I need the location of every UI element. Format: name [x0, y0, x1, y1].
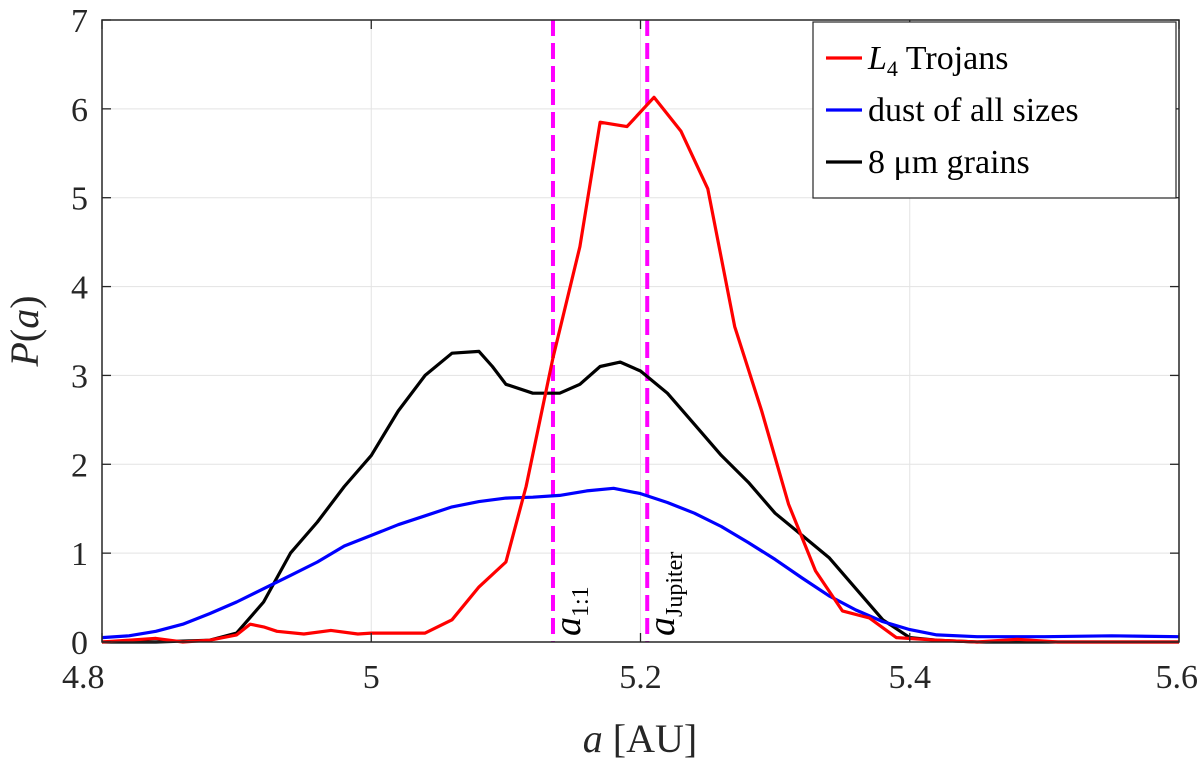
y-axis-label: P(a): [2, 295, 47, 367]
x-tick-label: 5.6: [1156, 659, 1199, 696]
series-line: [101, 486, 1180, 640]
svg-text:P(a): P(a): [2, 295, 47, 367]
data-series: [101, 95, 1180, 644]
x-tick-label: 5.4: [889, 659, 932, 696]
y-tick-label: 4: [71, 270, 88, 307]
legend: L4 Trojans dust of all sizes 8 μm grains: [812, 21, 1177, 199]
axis-ticks: [101, 19, 1180, 643]
x-tick-label: 5.2: [619, 659, 662, 696]
x-axis-label: a [AU]: [583, 716, 697, 761]
x-tick-label: 5: [363, 659, 380, 696]
y-tick-label: 3: [71, 358, 88, 395]
series-line: [101, 95, 1179, 644]
y-tick-label: 0: [71, 625, 88, 662]
x-tick-label: 4.8: [62, 659, 105, 696]
legend-label: 8 μm grains: [868, 144, 1030, 181]
y-tick-label: 6: [71, 92, 88, 129]
y-tick-label: 5: [71, 181, 88, 218]
legend-label: dust of all sizes: [868, 92, 1079, 129]
y-tick-label: 1: [71, 536, 88, 573]
legend-label: L4 Trojans: [867, 40, 1008, 81]
y-tick-label: 7: [71, 3, 88, 40]
legend-box: [812, 21, 1177, 199]
vertical-line-label: a1:1: [547, 586, 594, 636]
vertical-reference-lines: [550, 20, 650, 642]
tick-labels: 4.8 5 5.2 5.4 5.6 0 1 2 3 4 5 6 7: [62, 3, 1198, 696]
y-tick-label: 2: [71, 447, 88, 484]
svg-text:a [AU]: a [AU]: [583, 716, 697, 761]
vertical-line-labels: a1:1 aJupiter: [547, 552, 688, 636]
vertical-line-label: aJupiter: [641, 552, 688, 636]
